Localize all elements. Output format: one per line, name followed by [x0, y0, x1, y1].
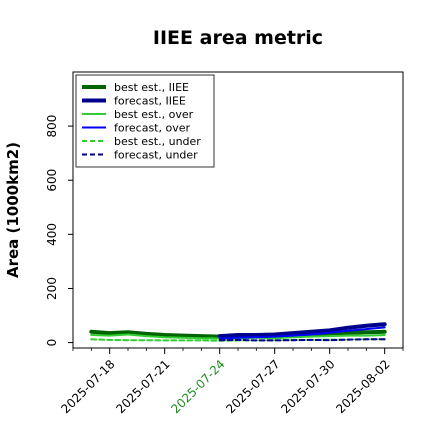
- series-line-1: [217, 322, 387, 339]
- series-line-3: [218, 326, 386, 340]
- legend-label-1: forecast, IIEE: [114, 95, 186, 108]
- series-line-5: [218, 338, 386, 342]
- legend-box: [75, 74, 215, 168]
- y-tick-label-1: 200: [45, 277, 59, 300]
- series-layer: [89, 322, 387, 342]
- x-ticks: 2025-07-182025-07-212025-07-242025-07-27…: [58, 348, 404, 416]
- y-ticks: 0 200 400 600 800: [45, 115, 73, 347]
- chart-title: IIEE area metric: [153, 27, 323, 49]
- y-tick-label-0: 0: [45, 339, 59, 347]
- x-tick-label-3: 2025-07-27: [223, 357, 282, 416]
- legend-label-2: best est., over: [114, 108, 194, 121]
- y-axis-label: Area (1000km2): [4, 142, 22, 278]
- legend-label-4: best est., under: [114, 135, 201, 148]
- x-tick-label-4: 2025-07-30: [278, 357, 337, 416]
- legend-label-5: forecast, under: [114, 149, 198, 162]
- y-tick-label-4: 800: [45, 115, 59, 138]
- x-tick-label-5: 2025-08-02: [333, 357, 392, 416]
- x-tick-label-1: 2025-07-21: [113, 357, 172, 416]
- legend-label-3: forecast, over: [114, 122, 190, 135]
- legend-label-0: best est., IIEE: [114, 81, 189, 94]
- x-tick-label-0: 2025-07-18: [58, 357, 117, 416]
- y-tick-label-2: 400: [45, 223, 59, 246]
- y-tick-label-3: 600: [45, 169, 59, 192]
- x-tick-label-2: 2025-07-24: [168, 357, 227, 416]
